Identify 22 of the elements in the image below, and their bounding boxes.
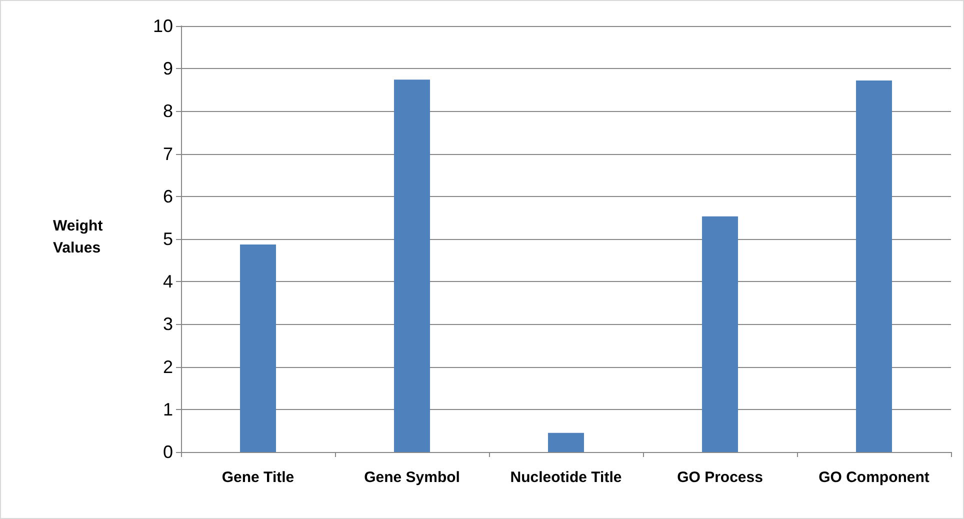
bar — [394, 80, 430, 452]
x-tick-label: Gene Title — [222, 469, 294, 486]
x-tick-label: Gene Symbol — [364, 469, 460, 486]
y-tick-label: 6 — [162, 186, 173, 206]
bar — [240, 244, 276, 452]
y-tick-label: 7 — [162, 144, 173, 164]
y-tick-label: 3 — [162, 314, 173, 334]
y-axis-title: Weight Values — [53, 218, 103, 256]
y-tick-label: 10 — [152, 16, 173, 36]
bar — [548, 432, 584, 452]
y-tick-label: 8 — [162, 101, 173, 122]
y-tick-label: 0 — [162, 442, 173, 462]
bar — [702, 216, 738, 452]
x-tick-label: GO Component — [818, 469, 930, 486]
x-tick-label: Nucleotide Title — [510, 469, 622, 486]
x-tick-label: GO Process — [677, 469, 763, 486]
y-tick-label: 2 — [162, 356, 173, 377]
bar — [856, 80, 892, 452]
y-tick-label: 9 — [162, 58, 173, 79]
y-tick-label: 5 — [162, 229, 173, 249]
y-tick-label: 1 — [162, 399, 173, 420]
y-tick-label: 4 — [162, 272, 173, 292]
